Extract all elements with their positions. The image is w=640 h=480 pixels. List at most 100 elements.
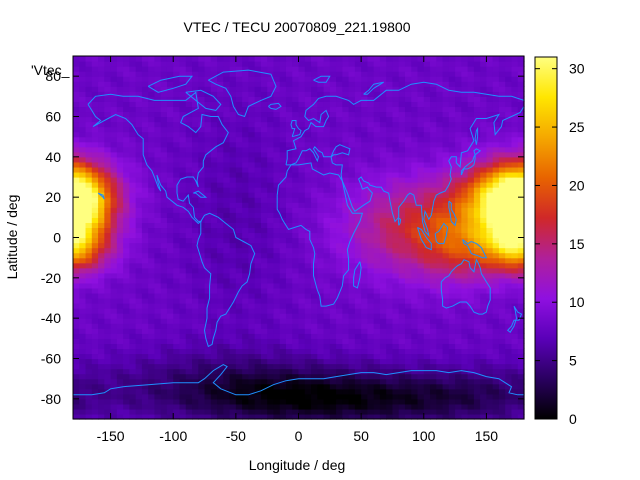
heatmap-cell xyxy=(217,318,224,324)
heatmap-cell xyxy=(267,187,275,193)
heatmap-cell xyxy=(160,151,168,158)
heatmap-cell xyxy=(304,91,312,97)
heatmap-cell xyxy=(298,333,306,339)
heatmap-cell xyxy=(404,348,412,355)
heatmap-cell xyxy=(204,101,212,108)
heatmap-cell xyxy=(173,272,181,279)
heatmap-cell xyxy=(292,333,300,339)
heatmap-cell xyxy=(110,323,118,329)
heatmap-cell xyxy=(317,403,325,410)
heatmap-cell xyxy=(417,212,425,218)
heatmap-cell xyxy=(248,76,256,82)
heatmap-cell xyxy=(323,408,331,415)
heatmap-cell xyxy=(173,358,181,365)
heatmap-cell xyxy=(79,106,87,113)
heatmap-cell xyxy=(373,328,381,334)
heatmap-cell xyxy=(198,303,206,309)
heatmap-cell xyxy=(511,333,519,339)
heatmap-cell xyxy=(229,373,237,380)
heatmap-cell xyxy=(404,91,412,97)
heatmap-cell xyxy=(229,116,237,123)
heatmap-cell xyxy=(411,328,419,334)
heatmap-cell xyxy=(104,323,112,329)
heatmap-cell xyxy=(217,76,224,82)
heatmap-cell xyxy=(354,192,362,198)
heatmap-cell xyxy=(229,393,237,400)
heatmap-cell xyxy=(173,111,181,118)
heatmap-cell xyxy=(442,121,450,128)
heatmap-cell xyxy=(85,338,93,344)
heatmap-cell xyxy=(160,222,168,229)
heatmap-cell xyxy=(192,292,199,299)
heatmap-cell xyxy=(273,177,281,183)
heatmap-cell xyxy=(505,177,513,183)
heatmap-cell xyxy=(517,217,525,223)
heatmap-cell xyxy=(254,328,262,334)
heatmap-cell xyxy=(141,262,149,269)
heatmap-cell xyxy=(179,91,187,97)
heatmap-cell xyxy=(480,136,488,143)
heatmap-cell xyxy=(135,277,143,284)
heatmap-cell xyxy=(392,141,400,148)
heatmap-cell xyxy=(486,126,494,133)
heatmap-cell xyxy=(279,333,287,339)
heatmap-cell xyxy=(505,156,513,163)
heatmap-cell xyxy=(292,252,300,259)
heatmap-cell xyxy=(323,343,331,350)
heatmap-cell xyxy=(473,287,481,294)
heatmap-cell xyxy=(273,96,281,102)
heatmap-cell xyxy=(104,212,112,218)
heatmap-cell xyxy=(91,232,99,239)
heatmap-cell xyxy=(79,298,87,304)
heatmap-cell xyxy=(204,388,212,395)
heatmap-cell xyxy=(329,111,337,118)
heatmap-cell xyxy=(379,81,387,87)
heatmap-cell xyxy=(442,408,450,415)
heatmap-cell xyxy=(179,126,187,133)
heatmap-cell xyxy=(116,333,124,339)
heatmap-cell xyxy=(91,298,99,304)
heatmap-cell xyxy=(210,388,218,395)
heatmap-cell xyxy=(160,106,168,113)
heatmap-cell xyxy=(442,252,450,259)
heatmap-cell xyxy=(329,388,337,395)
heatmap-cell xyxy=(110,166,118,173)
heatmap-cell xyxy=(154,111,162,118)
heatmap-cell xyxy=(223,202,231,208)
heatmap-cell xyxy=(192,66,199,72)
heatmap-cell xyxy=(73,353,80,360)
heatmap-cell xyxy=(492,111,500,118)
heatmap-cell xyxy=(336,247,343,254)
heatmap-cell xyxy=(486,101,494,108)
heatmap-cell xyxy=(417,156,425,163)
heatmap-cell xyxy=(235,333,243,339)
heatmap-cell xyxy=(473,207,481,213)
heatmap-cell xyxy=(317,277,325,284)
heatmap-cell xyxy=(279,182,287,188)
heatmap-cell xyxy=(154,106,162,113)
heatmap-cell xyxy=(279,237,287,244)
heatmap-cell xyxy=(423,373,431,380)
heatmap-cell xyxy=(436,308,444,314)
heatmap-cell xyxy=(179,403,187,410)
heatmap-cell xyxy=(392,182,400,188)
heatmap-cell xyxy=(135,187,143,193)
heatmap-cell xyxy=(461,222,469,229)
heatmap-cell xyxy=(85,388,93,395)
heatmap-cell xyxy=(91,358,99,365)
heatmap-cell xyxy=(461,212,469,218)
heatmap-cell xyxy=(386,383,394,390)
heatmap-cell xyxy=(292,398,300,405)
heatmap-cell xyxy=(192,303,199,309)
heatmap-cell xyxy=(423,232,431,239)
heatmap-cell xyxy=(417,287,425,294)
heatmap-cell xyxy=(285,182,293,188)
heatmap-cell xyxy=(404,338,412,344)
heatmap-cell xyxy=(185,227,193,234)
heatmap-cell xyxy=(373,91,381,97)
heatmap-cell xyxy=(242,373,249,380)
heatmap-cell xyxy=(104,292,112,299)
heatmap-cell xyxy=(336,378,343,385)
heatmap-cell xyxy=(323,242,331,249)
heatmap-cell xyxy=(279,91,287,97)
